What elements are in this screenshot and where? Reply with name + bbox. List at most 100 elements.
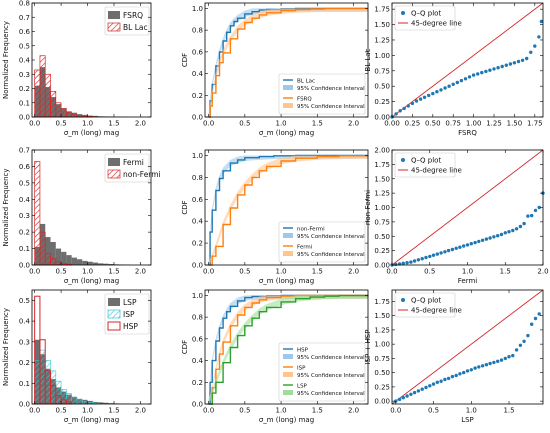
x-tick-label-0: 0.0 (203, 407, 214, 415)
y-tick-label-0: 0.0 (192, 262, 203, 270)
qq-point-7 (419, 97, 422, 100)
x-tick-label-1: 0.25 (405, 120, 421, 128)
x-tick-label-2: 1.0 (275, 407, 286, 415)
y-tick-label-4: 1.00 (374, 341, 390, 349)
legend-swatch-1 (108, 310, 120, 318)
y-tick-label-5: 1.0 (192, 5, 203, 13)
y-tick-label-3: 0.6 (192, 48, 204, 56)
x-axis-label: FSRQ (458, 129, 477, 137)
y-tick-label-6: 1.50 (374, 175, 390, 183)
y-tick-label-2: 0.50 (374, 83, 390, 91)
legend-band-label-0: 95% Confidence Interval (297, 86, 365, 92)
y-axis-label: Normalized Frequency (2, 21, 10, 99)
qq-point-19 (468, 75, 471, 78)
legend-swatch-1 (108, 23, 120, 31)
qq-point-27 (492, 235, 495, 238)
y-tick-label-2: 0.4 (192, 357, 204, 365)
y-tick-label-4: 1.00 (374, 204, 390, 212)
y-tick-label-2: 0.4 (192, 218, 204, 226)
y-tick-label-3: 0.3 (19, 71, 30, 79)
y-tick-label-3: 0.6 (192, 335, 204, 343)
qq-point-14 (447, 85, 450, 88)
y-tick-label-0: 0.0 (192, 401, 203, 409)
x-tick-label-2: 1.0 (82, 407, 93, 415)
legend-band-label-0: 95% Confidence Interval (297, 234, 365, 240)
qq-point-35 (522, 222, 525, 225)
x-tick-label-3: 1.5 (312, 268, 323, 276)
y-tick-label-0: 0.0 (19, 262, 30, 270)
y-tick-label-0: 0.0 (19, 114, 30, 122)
y-axis-label: non-Fermi (364, 190, 372, 225)
y-tick-label-2: 0.2 (19, 359, 30, 367)
qq-point-11 (435, 90, 438, 93)
qq-point-7 (421, 388, 424, 391)
qq-point-19 (462, 244, 465, 247)
bar-isp-3 (51, 371, 56, 404)
qq-point-15 (447, 249, 450, 252)
legend-band-label-2: 95% Confidence Interval (297, 391, 365, 397)
bar-bl-lac-7 (72, 114, 77, 117)
legend-label-1: 45-degree line (411, 307, 462, 315)
qq-point-17 (455, 247, 458, 250)
qq-point-26 (492, 361, 495, 364)
y-tick-label-1: 0.2 (192, 379, 203, 387)
qq-point-22 (477, 365, 480, 368)
qq-point-18 (462, 371, 465, 374)
qq-point-12 (439, 88, 442, 91)
qq-point-34 (522, 340, 525, 343)
y-tick-label-3: 0.75 (374, 67, 390, 75)
y-axis-label: ISP + HSP (364, 330, 372, 365)
qq-point-28 (500, 358, 503, 361)
x-tick-label-0: 0.0 (29, 407, 40, 415)
y-tick-label-1: 0.25 (374, 383, 390, 391)
qq-point-16 (451, 248, 454, 251)
y-tick-label-0: 0.00 (374, 114, 390, 122)
legend-label-0: LSP (123, 298, 137, 307)
x-axis-label: σ_m (long) mag (64, 129, 119, 137)
x-tick-label-1: 0.5 (239, 268, 250, 276)
qq-point-22 (480, 71, 483, 74)
y-tick-label-3: 0.6 (192, 196, 204, 204)
qq-point-25 (492, 67, 495, 70)
qq-point-4 (405, 261, 408, 264)
y-tick-label-3: 0.3 (19, 338, 30, 346)
qq-point-37 (540, 20, 543, 23)
legend-label-1: ISP (123, 310, 135, 319)
qq-point-10 (432, 382, 435, 385)
y-tick-label-1: 0.2 (192, 92, 203, 100)
bar-bl-lac-4 (56, 103, 61, 117)
x-axis-label: LSP (461, 416, 474, 424)
y-tick-label-0: 0.0 (192, 114, 203, 122)
y-tick-label-5: 1.25 (374, 36, 390, 44)
y-tick-label-7: 1.75 (374, 298, 390, 306)
y-tick-label-2: 0.2 (19, 85, 30, 93)
bar-bl-lac-0 (35, 70, 40, 117)
qq-point-10 (428, 255, 431, 258)
x-tick-label-4: 1.00 (466, 120, 482, 128)
legend-label-1: 45-degree line (411, 167, 462, 175)
qq-point-32 (521, 59, 524, 62)
bar-bl-lac-2 (45, 74, 50, 117)
qq-point-6 (415, 99, 418, 102)
qq-point-16 (455, 374, 458, 377)
qq-point-6 (417, 389, 420, 392)
y-tick-label-5: 1.25 (374, 190, 390, 198)
x-tick-label-1: 0.5 (56, 120, 67, 128)
bar-isp-5 (61, 389, 66, 404)
qq-point-37 (530, 214, 533, 217)
qq-point-32 (515, 348, 518, 351)
x-axis-label: σ_m (long) mag (64, 277, 119, 285)
y-tick-label-0: 0.0 (19, 401, 30, 409)
qq-point-25 (485, 237, 488, 240)
bar-fermi-8 (77, 259, 82, 265)
legend-swatch-1 (108, 170, 120, 178)
legend-band-label-1: 95% Confidence Interval (297, 252, 365, 258)
